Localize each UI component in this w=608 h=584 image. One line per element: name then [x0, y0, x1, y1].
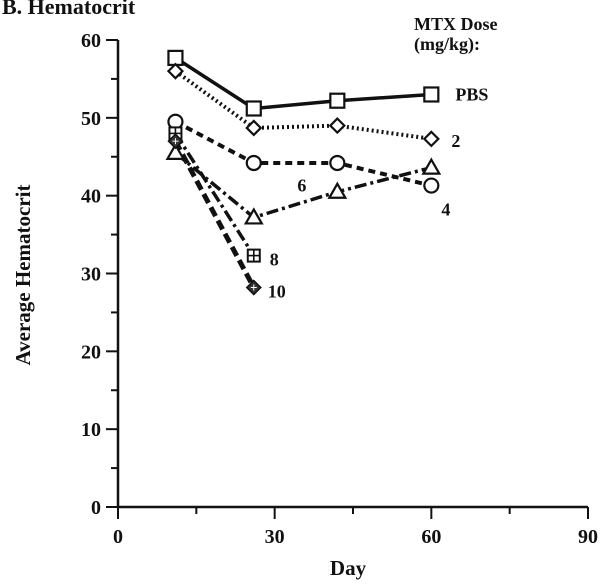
- series-label-PBS: PBS: [455, 84, 488, 104]
- y-tick-label: 40: [81, 186, 101, 208]
- marker-4-point: [245, 154, 262, 172]
- marker-10-point: [245, 279, 262, 296]
- x-axis-title: Day: [330, 556, 367, 580]
- y-tick-label: 20: [81, 341, 101, 363]
- series-line-8: [173, 132, 256, 257]
- axes: 0 10 20 30 40 50 60 0 30 60 90: [81, 30, 598, 548]
- marker-2-point: [245, 119, 263, 137]
- series-markers: [165, 49, 442, 296]
- marker-PBS-point: [329, 92, 346, 109]
- y-axis-title: Average Hematocrit: [11, 185, 35, 366]
- marker-6-point: [327, 181, 348, 199]
- chart-title: B. Hematocrit: [2, 0, 136, 19]
- y-tick-label: 60: [81, 30, 101, 52]
- y-tick-label: 30: [81, 264, 101, 286]
- y-tick-label: 10: [81, 419, 101, 441]
- series-lines: [173, 56, 432, 289]
- series-label-4: 4: [441, 200, 450, 220]
- marker-4-point: [423, 177, 440, 194]
- series-label-6: 6: [297, 176, 306, 196]
- x-tick-label: 60: [421, 526, 441, 548]
- marker-4-point: [329, 154, 346, 172]
- series-line-10: [173, 140, 256, 289]
- series-line-6: [174, 151, 432, 220]
- x-tick-label: 90: [578, 526, 598, 548]
- x-tick-label: 0: [113, 526, 123, 548]
- marker-8-point: [246, 248, 261, 263]
- legend-title: MTX Dose (mg/kg):: [414, 14, 498, 55]
- legend-title-line-1: MTX Dose: [414, 14, 498, 34]
- marker-6-point: [165, 142, 186, 160]
- series-label-8: 8: [270, 250, 279, 270]
- marker-10-point: [167, 133, 184, 150]
- marker-6-point: [243, 207, 264, 225]
- x-tick-label: 30: [265, 526, 285, 548]
- marker-PBS-point: [245, 100, 262, 117]
- marker-6-point: [421, 157, 442, 175]
- marker-2-point: [422, 130, 440, 148]
- y-tick-label: 0: [91, 497, 101, 519]
- marker-2-point: [166, 62, 185, 80]
- marker-PBS-point: [423, 86, 440, 103]
- series-label-2: 2: [451, 131, 460, 151]
- series-line-4: [174, 119, 432, 188]
- marker-2-point: [328, 117, 346, 135]
- y-tick-label: 50: [81, 108, 101, 130]
- series-line-PBS: [174, 56, 432, 111]
- series-labels: PBS 2 4 6 8 10: [268, 84, 489, 301]
- legend-title-line-2: (mg/kg):: [414, 34, 480, 55]
- series-label-10: 10: [268, 282, 286, 302]
